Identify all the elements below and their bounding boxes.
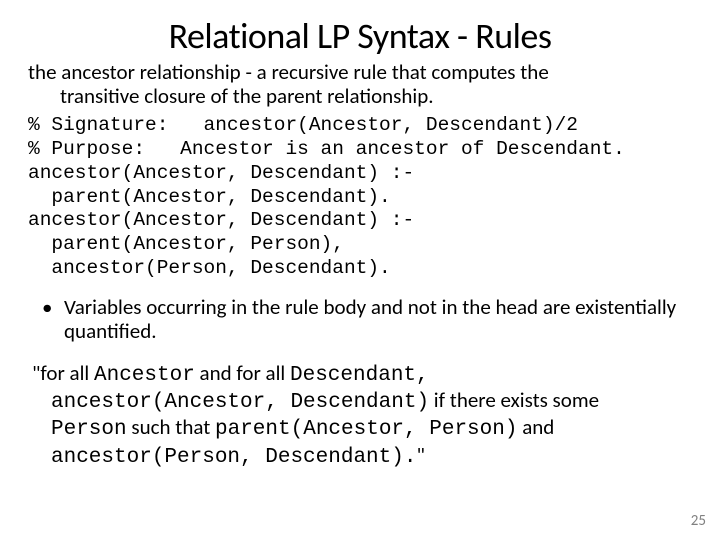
page-number: 25	[691, 512, 706, 530]
subtitle-line1: the ancestor relationship - a recursive …	[28, 59, 549, 85]
q-line3d: and	[517, 414, 554, 440]
q-line3c: parent(Ancestor, Person)	[215, 418, 517, 441]
q-comma: ,	[416, 364, 429, 387]
q-line3b: such that	[127, 414, 215, 440]
subtitle: the ancestor relationship - a recursive …	[28, 60, 692, 108]
q-close: "	[416, 442, 424, 468]
q-mid1: and for all	[195, 360, 290, 386]
code-block: % Signature: ancestor(Ancestor, Descenda…	[28, 114, 692, 280]
q-line2b: if there exists some	[429, 387, 599, 413]
slide-title: Relational LP Syntax - Rules	[28, 14, 692, 58]
q-descendant: Descendant	[290, 364, 416, 387]
slide: Relational LP Syntax - Rules the ancesto…	[0, 0, 720, 540]
q-open: "for all	[32, 360, 94, 386]
q-line2a: ancestor(Ancestor, Descendant)	[51, 391, 429, 414]
subtitle-line2: transitive closure of the parent relatio…	[32, 84, 692, 108]
bullet-point: Variables occurring in the rule body and…	[28, 295, 692, 343]
explanation-quote: "for all Ancestor and for all Descendant…	[28, 361, 692, 470]
q-person: Person	[51, 418, 127, 441]
q-line4a: ancestor(Person, Descendant).	[51, 446, 416, 469]
q-ancestor: Ancestor	[94, 364, 195, 387]
